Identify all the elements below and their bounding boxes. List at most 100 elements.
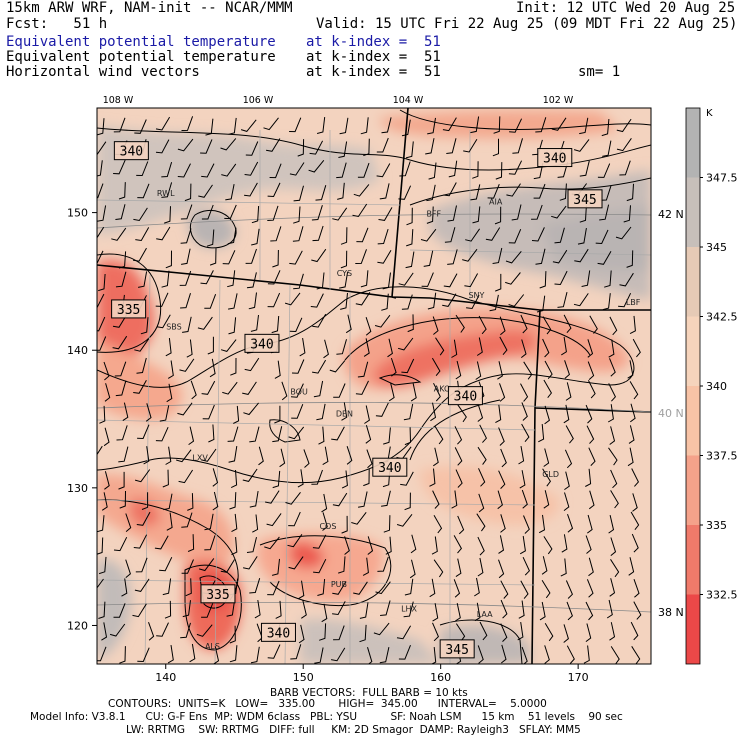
wind-barb [359,602,369,619]
wind-barb [451,490,458,509]
wind-barb [403,601,414,618]
wind-barb [339,272,349,289]
wind-barb [312,359,327,374]
wind-barb [118,251,127,269]
contour-label-text: 340 [120,145,143,160]
wind-barb [543,536,553,555]
wind-barb [489,294,499,312]
wind-barb [185,578,192,597]
wind-barb [360,270,369,288]
wind-barb [404,427,412,446]
wind-barb [284,292,301,306]
wind-barb [298,580,305,600]
wind-barb [610,490,619,509]
wind-barb [187,534,195,552]
wind-barb [401,358,415,374]
wind-barb [431,536,438,555]
wind-barb [115,271,127,288]
wind-barb [188,426,195,446]
wind-barb [377,228,389,245]
wind-barb [289,250,303,265]
wind-barb [132,603,147,618]
wind-barb [500,644,507,664]
lon-label: 104 W [393,95,424,106]
wind-barb [631,468,639,487]
wind-barb [520,383,529,402]
state-border [391,296,397,299]
station-label-sbs: SBS [166,323,182,332]
wind-barb [577,228,587,245]
wind-barb [359,624,367,643]
wind-barb [267,292,281,308]
wind-barb [97,250,104,265]
wind-barb [398,272,414,286]
wind-barb [505,250,522,264]
wind-barb [433,382,441,402]
wind-barb [477,557,484,577]
wind-barb [118,471,125,490]
wind-barb [228,117,237,135]
wind-barb [607,404,614,423]
wind-barb [495,162,503,180]
wind-barb [341,470,348,489]
wind-barb [616,138,632,152]
wind-barb [267,644,281,659]
y-tick-label: 130 [67,482,88,495]
wind-barb [248,292,257,310]
wind-barb [227,270,236,288]
wind-barb [322,446,329,466]
wind-barb [464,273,479,288]
wind-barb [544,622,554,642]
wind-barb [336,339,347,355]
wind-barb [176,449,192,463]
contour-label-text: 340 [378,461,401,476]
wind-barb [495,404,502,424]
wind-barb [381,490,391,507]
wind-barbs [97,116,642,664]
wind-barb [220,138,237,151]
wind-barb [134,119,147,134]
wind-barb [610,469,618,489]
wind-barb [442,117,457,132]
wind-barb [313,380,324,398]
wind-barb [523,361,533,380]
wind-barb [470,116,480,134]
wind-barb [466,294,480,310]
wind-barb [626,183,634,202]
wind-barb [322,512,328,531]
colorbar-swatch [686,386,700,456]
wind-barb [113,536,128,552]
wind-barb [181,512,193,528]
wind-barb [226,600,236,617]
contour-label-box [113,141,149,161]
wind-barb [279,448,286,468]
wind-barb [585,601,594,621]
colorbar-swatch [686,247,700,317]
wind-barb [601,118,610,137]
wind-barb [432,603,439,622]
shade-grey-north [97,125,380,235]
wind-barb [155,292,169,307]
wind-barb [201,603,214,618]
station-label-rwl: RWL [157,189,175,198]
wind-barb [332,207,348,221]
wind-barb [433,515,443,534]
wind-barb [321,603,328,623]
wind-barb [609,578,616,597]
wind-barb [551,205,567,219]
wind-barb [500,514,506,533]
wind-barb [566,601,573,621]
wind-barb [602,293,611,311]
wind-barb [495,273,502,292]
wind-barb [317,578,326,596]
wind-barb [630,621,639,641]
contour-line [269,419,301,443]
wind-barb [293,206,301,224]
county-line [97,419,536,431]
wind-barb [254,600,261,619]
county-line [97,499,536,506]
wind-barb [409,559,416,579]
wind-barb [478,493,485,513]
wind-barb [103,361,110,381]
wind-barb [288,511,301,527]
